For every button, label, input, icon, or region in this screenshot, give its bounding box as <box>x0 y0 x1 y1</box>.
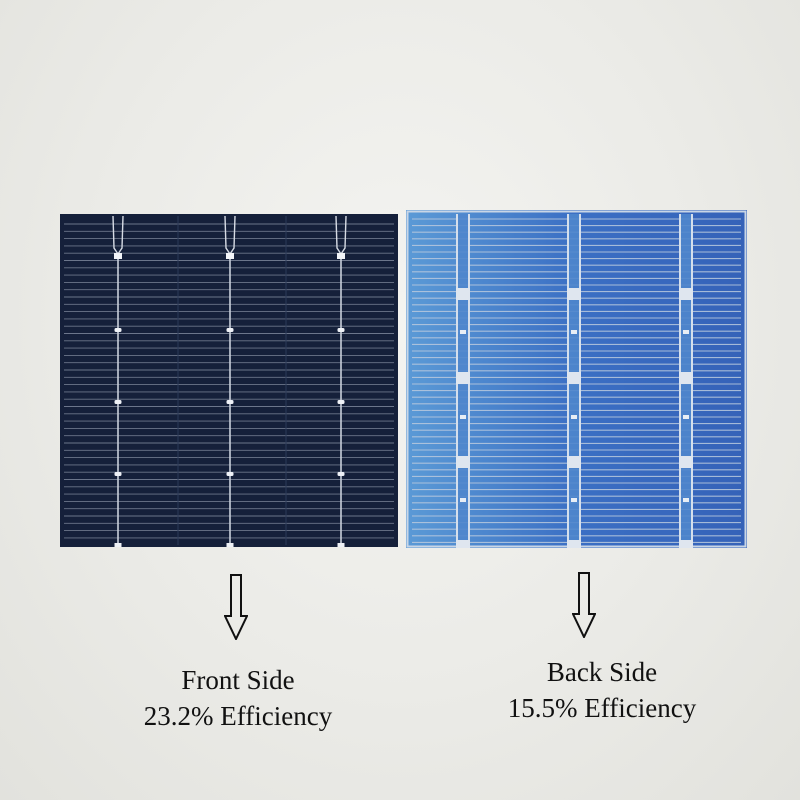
back-small-pad <box>683 498 689 502</box>
back-small-pad <box>460 415 466 419</box>
down-arrow-icon <box>572 572 596 638</box>
front-solder-pad <box>114 328 122 332</box>
back-cell-image <box>406 210 747 548</box>
front-solder-pad <box>114 543 122 547</box>
back-solder-pad <box>567 456 581 468</box>
front-solder-pad <box>337 328 345 332</box>
front-cell-surface <box>60 214 398 547</box>
front-busbar-pad <box>226 253 234 259</box>
front-solder-pad <box>226 472 234 476</box>
front-side-caption: Front Side 23.2% Efficiency <box>98 662 378 734</box>
front-solder-pad <box>337 472 345 476</box>
front-finger-lines <box>64 223 394 539</box>
front-solder-pad <box>114 400 122 404</box>
back-side-efficiency: 15.5% Efficiency <box>507 693 697 723</box>
front-solder-pad <box>337 400 345 404</box>
back-solder-pad <box>679 456 693 468</box>
back-solar-cell <box>406 210 747 548</box>
back-solder-pad <box>679 288 693 300</box>
back-solder-pad <box>679 372 693 384</box>
back-small-pad <box>460 498 466 502</box>
back-small-pad <box>683 415 689 419</box>
front-solder-pad <box>337 543 345 547</box>
front-busbar-pad <box>114 253 122 259</box>
front-solar-cell <box>60 214 398 547</box>
front-cell-image <box>60 214 398 547</box>
back-solder-pad <box>567 540 581 548</box>
back-solder-pad <box>456 540 470 548</box>
front-solder-pad <box>226 328 234 332</box>
back-small-pad <box>571 498 577 502</box>
back-small-pad <box>571 415 577 419</box>
back-small-pad <box>460 330 466 334</box>
back-solder-pad <box>456 288 470 300</box>
front-busbar-pad <box>337 253 345 259</box>
back-side-title: Back Side <box>546 657 658 687</box>
back-solder-pad <box>456 456 470 468</box>
front-side-title: Front Side <box>181 665 295 695</box>
front-side-efficiency: 23.2% Efficiency <box>143 701 333 731</box>
back-side-caption: Back Side 15.5% Efficiency <box>462 654 742 726</box>
front-solder-pad <box>226 400 234 404</box>
front-solder-pad <box>226 543 234 547</box>
back-solder-pad <box>679 540 693 548</box>
back-small-pad <box>571 330 577 334</box>
down-arrow-icon <box>224 574 248 640</box>
back-solder-pad <box>567 288 581 300</box>
back-small-pad <box>683 330 689 334</box>
front-solder-pad <box>114 472 122 476</box>
back-solder-pad <box>456 372 470 384</box>
back-solder-pad <box>567 372 581 384</box>
